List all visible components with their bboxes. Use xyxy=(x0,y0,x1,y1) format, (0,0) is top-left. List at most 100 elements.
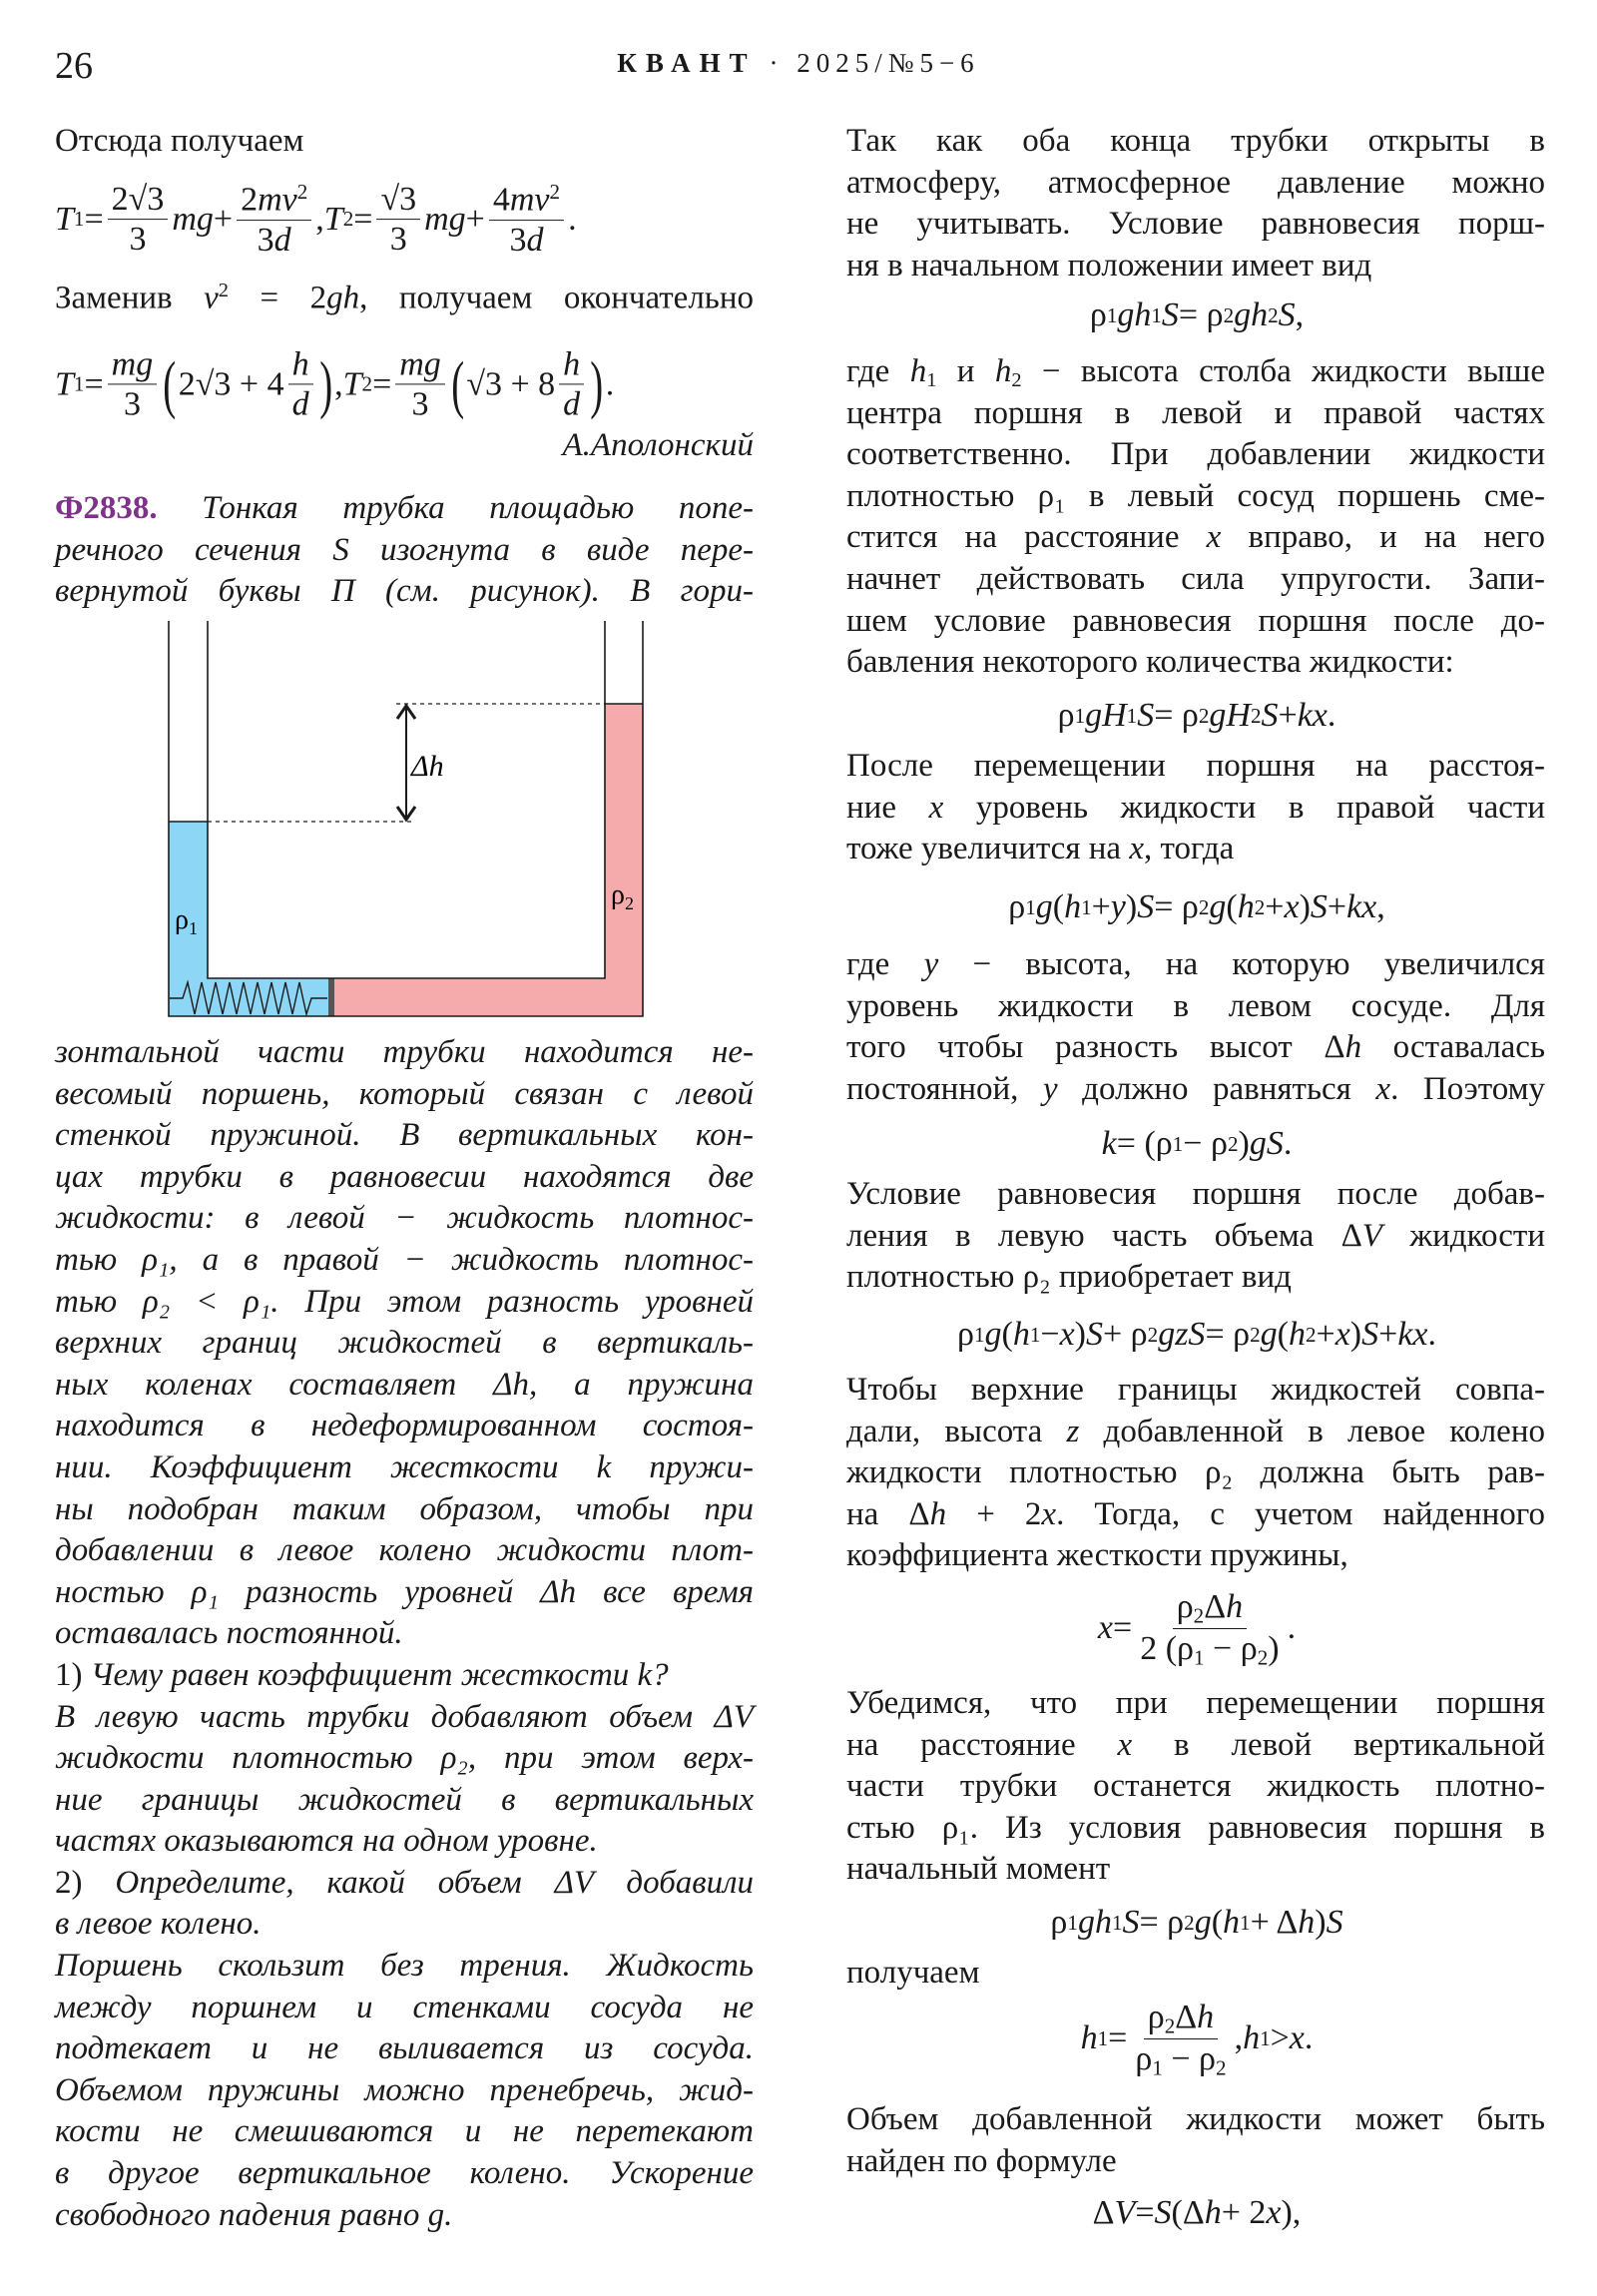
problem-number: Ф2838. xyxy=(55,490,158,526)
text-line: жидкости плотностью ρ₂ должна быть рав- xyxy=(846,1452,1545,1494)
text-line: Ф2838. Тонкая трубка площадью попе- xyxy=(55,488,754,530)
text-run: √3 + 8 xyxy=(466,365,556,402)
text-run: того чтобы разность высот Δ xyxy=(846,1029,1345,1066)
italic-text: S xyxy=(1161,296,1179,333)
text-line: плотностью ρ₁ в левый сосуд поршень сме- xyxy=(846,476,1545,518)
text-run: Δ xyxy=(1204,1588,1227,1625)
problem-statement-head: Ф2838. Тонкая трубка площадью попе-речно… xyxy=(55,488,754,613)
text-run: ления в левую часть объема Δ xyxy=(846,1217,1362,1254)
italic-text: mg xyxy=(172,201,214,238)
italic-text: h xyxy=(1226,1588,1244,1625)
italic-text: x xyxy=(1375,1070,1391,1107)
text-run: + xyxy=(1265,888,1285,925)
italic-text: x xyxy=(928,789,944,826)
text-run: . xyxy=(1287,1609,1297,1646)
subscript: 2 xyxy=(1184,1910,1195,1935)
text-line: уровень жидкости в левом сосуде. Для xyxy=(846,986,1545,1028)
text-run: Условие равновесия поршня после добав- xyxy=(846,1176,1545,1212)
subscript: 1 xyxy=(973,1322,985,1347)
text-run: оставалась постоянной. xyxy=(55,1615,403,1652)
text-line: того чтобы разность высот Δh оставалась xyxy=(846,1027,1545,1069)
italic-text: T xyxy=(323,201,343,238)
italic-text: T xyxy=(342,365,362,402)
italic-text: S xyxy=(1361,1316,1379,1353)
denominator: 3 xyxy=(120,385,145,424)
rho-2-label: ρ2 xyxy=(611,879,634,913)
text-run: Чтобы верхние границы жидкостей совпа- xyxy=(846,1372,1545,1408)
text-run: (Δ xyxy=(1171,2194,1205,2231)
text-run: = ρ xyxy=(1154,888,1199,925)
text-line: жидкости плотностью ρ₂, при этом верх- xyxy=(55,1738,754,1780)
text-run: . Поэтому xyxy=(1390,1070,1545,1107)
text-line: Так как оба конца трубки открыты в xyxy=(846,121,1545,163)
italic-text: S xyxy=(1154,2194,1172,2231)
text-run: 3 xyxy=(509,221,527,259)
italic-text: gh xyxy=(326,280,360,316)
formula-initial-equilibrium: ρ 1 gh 1 S = ρ 2 gh 2 S, xyxy=(846,296,1547,334)
italic-text: S xyxy=(1310,888,1328,925)
text-line: ностью ρ₁ разность уровней Δh все время xyxy=(55,1572,754,1614)
substitution-text: Заменив v2 = 2gh, получаем окончательно xyxy=(55,271,754,316)
italic-text: x xyxy=(1289,2019,1305,2056)
denominator: ρ1 − ρ2 xyxy=(1131,2039,1230,2080)
italic-text: h xyxy=(909,353,927,389)
text-run: Объем добавленной жидкости может быть xyxy=(846,2101,1545,2137)
italic-text: gS xyxy=(1249,1125,1284,1162)
text-run: тью ρ₂ < ρ₁. При этом разность уровней xyxy=(55,1283,754,1320)
text-line: вернутой буквы П (см. рисунок). В гори- xyxy=(55,571,754,613)
text-line: подтекает и не выливается из сосуда. xyxy=(55,2028,754,2070)
denominator: 3d xyxy=(254,221,295,260)
italic-text: h xyxy=(1288,1316,1306,1353)
italic-text: d xyxy=(291,385,309,423)
subscript: 2 xyxy=(1216,2054,1227,2079)
solution-paragraph-6: Чтобы верхние границы жидкостей совпа-да… xyxy=(846,1370,1545,1577)
numerator: 2√3 xyxy=(107,180,169,221)
text-run: = ρ xyxy=(1139,1904,1185,1941)
italic-text: gh xyxy=(1077,1904,1112,1941)
subscript: 1 xyxy=(1126,703,1138,728)
text-run: 2 xyxy=(241,181,259,219)
text-run: Так как оба конца трубки открыты в xyxy=(846,123,1545,159)
text-run: = xyxy=(84,365,104,402)
text-line: Объем добавленной жидкости может быть xyxy=(846,2099,1545,2141)
denominator: 3 xyxy=(408,385,433,424)
text-line: в другое вертикальное колено. Ускорение xyxy=(55,2153,754,2195)
text-line: Отсюда получаем xyxy=(55,121,754,163)
text-line: на расстояние x в левой вертикальной xyxy=(846,1725,1545,1767)
text-run: тью ρ₁, а в правой − жидкость плотнос- xyxy=(55,1241,754,1278)
formula-x: x = ρ2Δh 2 (ρ1 − ρ2). xyxy=(846,1587,1547,1669)
text-line: ных коленах составляет Δh, а пружина xyxy=(55,1365,754,1407)
text-run: = ρ xyxy=(1154,697,1199,734)
parenthesis: ( xyxy=(451,347,465,420)
italic-text: gH xyxy=(1085,697,1127,734)
subscript: 2 xyxy=(1227,1131,1239,1156)
text-line: 1) Чему равен коэффициент жесткости k? xyxy=(55,1655,754,1697)
denominator: 2 (ρ1 − ρ2) xyxy=(1136,1629,1283,1670)
text-run: + xyxy=(1327,888,1347,925)
text-run: Тонкая трубка площадью попе- xyxy=(157,490,754,526)
text-line: ние x уровень жидкости в правой части xyxy=(846,788,1545,830)
text-run: ня в начальном положении имеет вид xyxy=(846,247,1372,284)
subscript: 1 xyxy=(73,371,85,396)
subscript: 1 xyxy=(1240,1910,1251,1935)
text-run: − высота столба жидкости выше xyxy=(1021,353,1545,389)
fraction: 2√3 3 xyxy=(107,180,169,259)
text-line: цах трубки в равновесии находятся две xyxy=(55,1157,754,1199)
text-run: дали, высота xyxy=(846,1413,1067,1449)
italic-text: gh xyxy=(1234,296,1269,333)
text-line: стенкой пружиной. В вертикальных кон- xyxy=(55,1115,754,1157)
numerator: mg xyxy=(395,344,445,385)
italic-text: h xyxy=(1344,1029,1362,1066)
text-run: , xyxy=(1295,296,1305,333)
text-line: тью ρ₁, а в правой − жидкость плотнос- xyxy=(55,1240,754,1282)
solution-paragraph-1: Так как оба конца трубки открыты в атмосф… xyxy=(846,121,1545,287)
text-run: ( xyxy=(1052,888,1065,925)
subscript: 1 xyxy=(1097,2025,1109,2050)
italic-text: h xyxy=(1197,1999,1215,2035)
text-run: добавлении в левое колено жидкости плот- xyxy=(55,1532,754,1569)
text-run: > xyxy=(1270,2019,1290,2056)
text-line: получаем xyxy=(846,1953,1545,1995)
italic-text: T xyxy=(55,365,74,402)
text-run: зонтальной части трубки находится не- xyxy=(55,1034,754,1070)
